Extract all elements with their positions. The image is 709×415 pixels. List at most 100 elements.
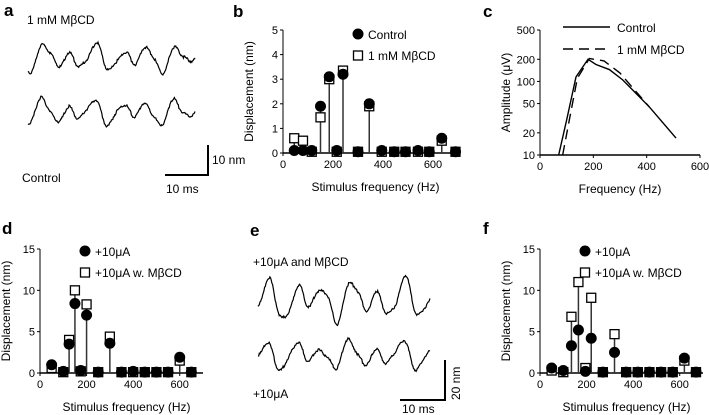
y-tick-label: 5 [529, 327, 535, 339]
y-tick-label: 15 [23, 244, 35, 256]
circle-marker [337, 68, 349, 80]
circle-marker [323, 71, 335, 83]
y-tick-label: 5 [29, 327, 35, 339]
y-tick-label: 200 [517, 54, 535, 66]
trace-mbcd [257, 274, 431, 327]
y-tick-label: 10 [523, 285, 535, 297]
y-tick-label: 50 [523, 99, 535, 111]
square-marker [586, 292, 597, 303]
square-marker [573, 276, 584, 288]
x-tick-label: 200 [584, 161, 602, 173]
scale-x-label: 10 ms [166, 182, 199, 196]
square-marker [297, 135, 309, 146]
circle-marker [174, 351, 186, 363]
y-tick-label: 1 [272, 123, 278, 135]
trace-control [257, 336, 431, 373]
y-tick-label: 10 [23, 285, 35, 297]
circle-marker [450, 146, 461, 158]
y-tick-label: 20 [523, 128, 535, 140]
legend-square [579, 267, 591, 278]
chart-d: d 0 200 400 600 0 5 10 15 Stimulus frequency (Hz)… [0, 219, 203, 414]
square-marker [609, 328, 620, 340]
circle-marker [162, 366, 174, 378]
circle-marker [315, 100, 326, 112]
circle-marker [69, 298, 81, 310]
y-tick-label: 4 [272, 50, 278, 62]
x-tick-label: 400 [374, 159, 392, 171]
y-tick-label: 15 [523, 244, 535, 256]
circle-marker [667, 366, 679, 378]
y-tick-label: 0 [272, 148, 278, 160]
circle-marker [388, 146, 400, 158]
scale-y-label: 10 nm [212, 153, 245, 167]
y-tick-label: 0 [29, 368, 35, 380]
trace-label-mbcd: 1 mM MβCD [27, 13, 95, 27]
circle-marker [436, 132, 448, 144]
chart-f: f 0 200 400 600 0 5 10 15 Stimulus frequency (Hz)… [483, 219, 703, 414]
x-tick-label: 600 [424, 159, 442, 171]
square-marker [566, 311, 577, 322]
circle-marker [412, 145, 424, 157]
y-tick-label: 500 [517, 25, 535, 37]
y-tick-label: 0 [529, 368, 535, 380]
x-tick-label: 400 [624, 379, 642, 391]
circle-marker [363, 98, 375, 110]
legend-circle [352, 28, 364, 40]
chart-c: c 0 200 400 600 10 20 50 100 200 500 Frequency (Hz)… [483, 2, 709, 196]
circle-marker [546, 362, 558, 374]
circle-marker [185, 366, 197, 378]
x-tick-label: 0 [37, 379, 43, 391]
scale-bar [400, 360, 446, 401]
x-axis-label: Stimulus frequency (Hz) [311, 180, 439, 194]
x-tick-label: 0 [280, 159, 286, 171]
circle-marker [597, 366, 609, 378]
scale-x-label: 10 ms [402, 402, 435, 415]
circle-marker [297, 145, 309, 157]
y-tick-label: 5 [272, 25, 278, 37]
circle-marker [655, 366, 667, 378]
circle-marker [81, 309, 93, 321]
x-tick-label: 400 [637, 161, 655, 173]
y-tick-label: 100 [517, 76, 535, 88]
trace-label-mbcd: +10μA and MβCD [253, 255, 349, 269]
square-marker [289, 133, 300, 144]
legend-label: Control [617, 21, 656, 35]
x-tick-label: 600 [691, 161, 709, 173]
circle-marker [139, 366, 151, 378]
y-axis-label: Displacement (nm) [0, 261, 13, 362]
trace-control [27, 95, 196, 128]
x-tick-label: 200 [577, 379, 595, 391]
circle-marker [572, 324, 584, 336]
circle-marker [306, 145, 318, 157]
y-tick-label: 2 [272, 99, 278, 111]
circle-marker [579, 365, 591, 377]
panel-e: e +10μA and MβCD +10μA 20 nm 10 ms [250, 221, 463, 415]
circle-marker [423, 146, 435, 158]
y-tick-label: 10 [523, 150, 535, 162]
x-tick-label: 200 [324, 159, 342, 171]
x-axis-label: Stimulus frequency (Hz) [62, 400, 190, 414]
scale-bar [165, 145, 209, 176]
legend-label: +10μA w. MβCD [95, 266, 182, 280]
legend-label: 1 mM MβCD [368, 49, 436, 63]
scale-y-label: 20 nm [449, 367, 463, 400]
x-tick-label: 0 [537, 379, 543, 391]
legend-circle [79, 245, 91, 257]
circle-marker [57, 365, 69, 377]
y-axis-label: Amplitude (μV) [499, 53, 513, 133]
circle-marker [46, 359, 58, 371]
panel-label-c: c [483, 2, 492, 21]
legend-square [352, 50, 364, 61]
chart-b: b 0 200 400 600 0 1 2 3 4 5 Stimulus frequency (Hz)… [233, 2, 461, 194]
y-axis-label: Displacement (nm) [242, 41, 256, 142]
legend-label: +10μA w. MβCD [595, 266, 682, 280]
trace-label-control: Control [22, 171, 61, 185]
trace-label-control: +10μA [253, 387, 288, 401]
circle-marker [75, 365, 87, 377]
square-marker [81, 299, 92, 310]
x-tick-label: 400 [124, 379, 142, 391]
series-line-1 [561, 57, 650, 156]
circle-marker [331, 145, 343, 157]
circle-marker [127, 365, 139, 377]
